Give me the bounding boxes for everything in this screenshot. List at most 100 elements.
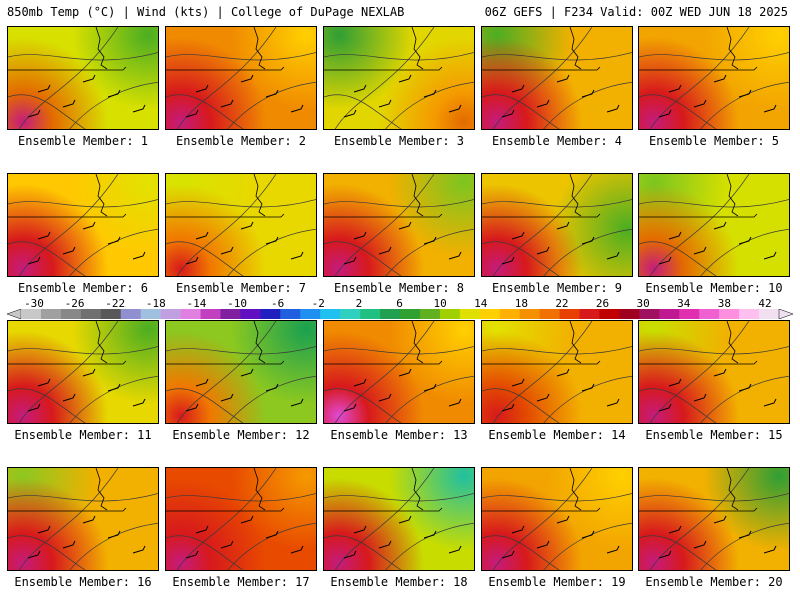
- colorbar-tick-label: 2: [355, 297, 363, 310]
- isotherm-contour: [324, 241, 402, 276]
- wind-barb: [398, 221, 412, 230]
- isotherm-contour: [176, 27, 277, 129]
- wind-barb: [240, 515, 254, 524]
- isotherm-contour: [69, 375, 158, 423]
- isotherm-contour: [482, 52, 632, 61]
- isotherm-contour: [334, 27, 435, 129]
- isotherm-contour: [700, 522, 789, 570]
- wind-barb: [185, 109, 199, 118]
- wind-barb: [265, 530, 279, 539]
- isotherm-contour: [700, 81, 789, 129]
- isotherm-contour: [8, 241, 86, 276]
- wind-barb: [556, 515, 570, 524]
- wind-barb: [343, 256, 357, 265]
- ensemble-map-panel: [165, 26, 317, 130]
- colorbar-tick-label: 26: [595, 297, 610, 310]
- wind-barb: [713, 368, 727, 377]
- isotherm-contour: [166, 241, 244, 276]
- isotherm-contour: [639, 535, 717, 570]
- colorbar-swatch: [120, 309, 141, 319]
- wind-barb: [606, 398, 620, 407]
- ensemble-member-label: Ensemble Member: 10: [645, 281, 783, 295]
- ensemble-map-panel: [7, 467, 159, 571]
- ensemble-member-label: Ensemble Member: 13: [330, 428, 468, 442]
- wind-barb: [763, 104, 777, 113]
- isotherm-contour: [482, 241, 560, 276]
- wind-barb: [107, 530, 121, 539]
- colorbar-tick-label: 30: [636, 297, 650, 310]
- colorbar-tick-label: 22: [555, 297, 569, 310]
- isotherm-contour: [324, 52, 474, 61]
- border-line: [639, 360, 758, 365]
- wind-barb: [82, 221, 96, 230]
- wind-barb: [353, 231, 367, 240]
- colorbar-tick-label: -2: [311, 297, 325, 310]
- wind-barb: [82, 368, 96, 377]
- wind-barb: [195, 525, 209, 534]
- colorbar-swatch: [320, 309, 341, 319]
- isotherm-contour: [639, 241, 717, 276]
- ensemble-member-label: Ensemble Member: 1: [17, 134, 149, 148]
- wind-barb: [606, 545, 620, 554]
- isotherm-contour: [649, 468, 750, 570]
- wind-barb: [37, 378, 51, 387]
- temperature-field-map: [639, 27, 789, 129]
- border-line: [324, 360, 443, 365]
- border-line: [8, 507, 127, 512]
- isotherm-contour: [639, 346, 789, 355]
- isotherm-contour: [543, 81, 632, 129]
- coastline: [726, 468, 739, 511]
- colorbar-arrow-left: [7, 309, 22, 319]
- isotherm-contour: [543, 375, 632, 423]
- colorbar-swatch: [340, 309, 361, 319]
- ensemble-member-label: Ensemble Member: 20: [645, 575, 783, 589]
- wind-barb: [290, 398, 304, 407]
- wind-barb: [353, 525, 367, 534]
- temperature-field-map: [166, 468, 316, 570]
- wind-barb: [353, 378, 367, 387]
- border-line: [639, 66, 758, 71]
- wind-barb: [240, 368, 254, 377]
- border-line: [639, 213, 758, 218]
- wind-barb: [378, 99, 392, 108]
- temperature-field-map: [639, 468, 789, 570]
- isotherm-contour: [8, 94, 86, 129]
- wind-barb: [240, 74, 254, 83]
- colorbar-tick-label: 18: [514, 297, 528, 310]
- temperature-field-map: [166, 174, 316, 276]
- wind-barb: [713, 515, 727, 524]
- wind-barb: [501, 550, 515, 559]
- isotherm-contour: [639, 199, 789, 208]
- colorbar-swatch: [759, 309, 780, 319]
- wind-barb: [581, 530, 595, 539]
- isotherm-contour: [227, 375, 316, 423]
- isotherm-contour: [482, 346, 632, 355]
- wind-barb: [556, 221, 570, 230]
- wind-barb: [693, 393, 707, 402]
- wind-barb: [378, 540, 392, 549]
- wind-barb: [185, 256, 199, 265]
- wind-barb: [738, 383, 752, 392]
- wind-barb: [606, 104, 620, 113]
- colorbar-swatch: [300, 309, 321, 319]
- wind-barb: [107, 236, 121, 245]
- border-line: [482, 360, 601, 365]
- colorbar-swatch: [539, 309, 560, 319]
- border-line: [324, 213, 443, 218]
- colorbar-swatch: [180, 309, 201, 319]
- colorbar-swatch: [220, 309, 241, 319]
- isotherm-contour: [166, 94, 244, 129]
- coastline: [726, 27, 739, 70]
- colorbar-tick-label: -18: [145, 297, 166, 310]
- wind-barb: [37, 84, 51, 93]
- wind-barb: [448, 104, 462, 113]
- isotherm-contour: [8, 535, 86, 570]
- coastline: [411, 27, 424, 70]
- ensemble-map-panel: [165, 173, 317, 277]
- isotherm-contour: [8, 199, 158, 208]
- colorbar-swatch: [40, 309, 62, 319]
- isotherm-contour: [324, 535, 402, 570]
- wind-barb: [606, 251, 620, 260]
- wind-barb: [265, 89, 279, 98]
- wind-barb: [107, 89, 121, 98]
